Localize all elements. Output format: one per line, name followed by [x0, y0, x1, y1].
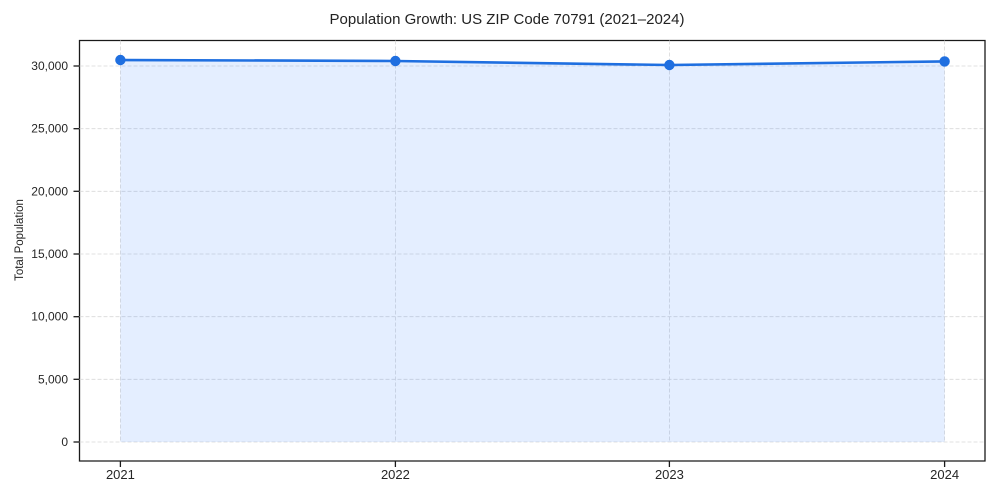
svg-text:25,000: 25,000	[31, 122, 68, 136]
svg-text:2021: 2021	[106, 467, 135, 482]
svg-text:2023: 2023	[655, 467, 684, 482]
svg-text:5,000: 5,000	[38, 372, 68, 386]
svg-text:15,000: 15,000	[31, 247, 68, 261]
svg-text:30,000: 30,000	[31, 59, 68, 73]
svg-text:0: 0	[61, 435, 68, 449]
svg-text:2024: 2024	[930, 467, 959, 482]
svg-text:2022: 2022	[381, 467, 410, 482]
svg-text:20,000: 20,000	[31, 184, 68, 198]
svg-text:10,000: 10,000	[31, 310, 68, 324]
